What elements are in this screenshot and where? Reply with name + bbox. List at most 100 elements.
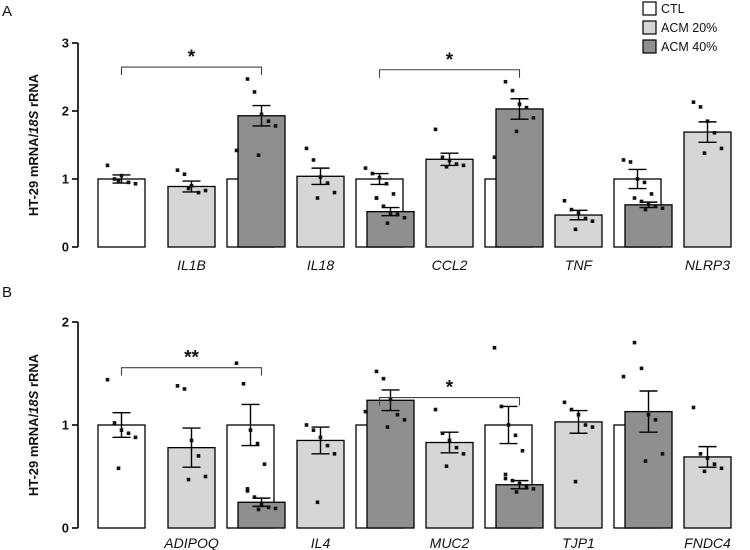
data-point <box>576 412 581 417</box>
data-point <box>517 102 522 106</box>
data-point <box>461 452 466 456</box>
significance-bracket <box>378 397 521 406</box>
data-point <box>635 177 640 181</box>
data-point <box>643 207 648 212</box>
data-point <box>524 105 529 110</box>
data-point <box>433 127 438 132</box>
data-point <box>402 215 407 220</box>
category-label-adipoq: ADIPOQ <box>163 535 219 550</box>
data-point <box>503 476 508 481</box>
data-point <box>363 409 368 414</box>
data-point <box>524 485 529 489</box>
data-point <box>705 119 710 123</box>
data-point <box>712 462 717 466</box>
category-label-muc2: MUC2 <box>430 535 470 550</box>
data-point <box>492 345 497 350</box>
data-point <box>196 190 201 195</box>
data-point <box>517 481 522 486</box>
data-point <box>133 435 138 440</box>
significance-bracket <box>120 367 263 376</box>
data-point <box>182 387 187 391</box>
data-point <box>384 181 389 186</box>
data-point <box>583 423 588 427</box>
y-axis-title-part: rRNA <box>26 73 41 110</box>
data-point <box>520 448 525 453</box>
data-point <box>719 146 724 151</box>
panels: A 0 1 2 3 HT-29 mRNA/18S rRNA IL1B IL18 CCL2 TNF N… <box>2 3 732 550</box>
bar-il4-acm-40 <box>366 399 415 529</box>
data-point <box>203 474 208 479</box>
data-point <box>315 196 320 200</box>
significance-bracket <box>120 66 263 76</box>
data-point <box>304 146 309 151</box>
data-point <box>105 163 110 168</box>
bar-muc2-acm-40 <box>495 484 544 529</box>
data-point <box>514 129 519 134</box>
bar-il1b-ctl <box>97 178 146 248</box>
data-point <box>646 202 651 206</box>
data-point <box>126 180 131 185</box>
data-point <box>513 433 518 438</box>
y-tick-label: 0 <box>62 240 69 255</box>
data-point <box>315 500 320 505</box>
data-point <box>402 418 407 422</box>
data-point <box>440 431 445 436</box>
data-point <box>440 155 445 160</box>
legend-label-acm-40: ACM 40% <box>661 40 717 54</box>
category-label-ccl2: CCL2 <box>432 257 468 273</box>
data-point <box>304 423 309 427</box>
significance-label: * <box>188 47 196 68</box>
category-label-il1b: IL1B <box>177 257 206 273</box>
data-point <box>454 162 459 166</box>
data-point <box>381 376 386 381</box>
data-point <box>112 421 117 425</box>
data-point <box>325 181 330 185</box>
data-point <box>259 112 264 117</box>
data-point <box>262 462 267 466</box>
y-tick-label: 2 <box>62 104 69 119</box>
category-label-nlrp3: NLRP3 <box>685 257 730 273</box>
data-point <box>639 366 644 371</box>
data-point <box>241 382 246 386</box>
data-point <box>374 196 379 200</box>
bar-ccl2-acm-40 <box>495 108 544 248</box>
data-point <box>256 507 261 512</box>
data-point <box>126 431 131 436</box>
data-point <box>583 216 588 221</box>
data-point <box>388 211 393 215</box>
data-point <box>196 454 201 458</box>
data-point <box>503 79 508 84</box>
y-axis-title-italic: 18S <box>26 110 41 133</box>
legend-label-ctl: CTL <box>661 2 685 16</box>
bar-nlrp3-acm-20 <box>683 131 732 248</box>
data-point <box>562 400 567 405</box>
data-point <box>660 206 665 211</box>
data-point <box>332 190 337 195</box>
data-point <box>252 90 257 94</box>
data-point <box>691 405 696 410</box>
bar-il1b-acm-40 <box>237 115 286 248</box>
legend: CTL ACM 20% ACM 40% <box>642 1 717 54</box>
data-point <box>444 464 449 468</box>
data-point <box>454 445 459 450</box>
data-point <box>639 199 644 204</box>
bar-tnf-acm-40 <box>624 204 673 248</box>
data-point <box>332 452 337 456</box>
data-point <box>569 407 574 412</box>
data-point <box>712 130 717 135</box>
data-point <box>698 105 703 109</box>
data-point <box>255 441 260 446</box>
data-point <box>385 221 390 225</box>
data-point <box>105 377 110 382</box>
data-point <box>325 443 330 448</box>
y-axis-title-part: HT-29 mRNA/ <box>26 413 41 496</box>
bar-muc2-acm-20 <box>425 441 474 529</box>
data-point <box>119 173 124 178</box>
bar-il18-acm-40 <box>366 210 415 248</box>
data-point <box>234 148 239 153</box>
y-axis-title: HT-29 mRNA/18S rRNA <box>26 353 41 496</box>
y-axis-title-part: rRNA <box>26 353 41 390</box>
legend-swatch-acm-40 <box>642 39 657 54</box>
data-point <box>318 175 323 179</box>
